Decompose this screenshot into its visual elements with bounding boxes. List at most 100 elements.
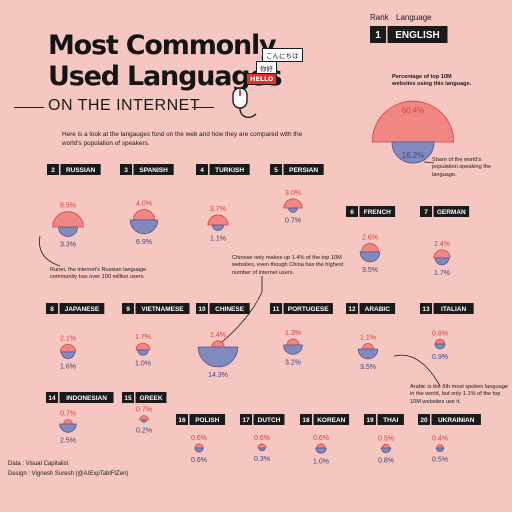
language-pair-arabic: 1.1% 3.5% bbox=[357, 334, 379, 371]
speakers-semicircle bbox=[380, 447, 392, 454]
language-box bbox=[135, 303, 190, 314]
speakers-label: 0.7% bbox=[285, 217, 301, 224]
language-badge-thai: 19 THAI bbox=[364, 414, 404, 425]
rank-number: 14 bbox=[48, 395, 56, 402]
footer-data-source: Data : Visual Capitalist bbox=[8, 461, 69, 467]
title-rule-left bbox=[14, 107, 44, 108]
web-share-label: 1.7% bbox=[135, 334, 151, 341]
language-pair-spanish: 4.0% 6.9% bbox=[129, 201, 159, 246]
rank-box bbox=[418, 414, 430, 425]
language-name: CHINESE bbox=[215, 306, 245, 313]
speakers-semicircle bbox=[60, 351, 76, 360]
rank-number: 18 bbox=[302, 417, 310, 424]
web-share-label: 2.6% bbox=[362, 235, 378, 242]
language-box bbox=[253, 414, 285, 425]
web-share-semicircle bbox=[211, 340, 225, 348]
web-share-semicircle bbox=[361, 243, 379, 253]
language-pair-indonesian: 0.7% 2.5% bbox=[59, 411, 77, 444]
rank-box bbox=[364, 414, 376, 425]
language-name: SPANISH bbox=[139, 167, 168, 174]
language-name: DUTCH bbox=[258, 417, 281, 424]
rank-box bbox=[240, 414, 252, 425]
rank-box bbox=[122, 392, 134, 403]
web-share-semicircle bbox=[381, 443, 391, 449]
speakers-semicircle bbox=[357, 348, 379, 360]
rank-number: 1 bbox=[375, 30, 381, 41]
web-share-label: 0.4% bbox=[432, 436, 448, 443]
speakers-label: 1.0% bbox=[313, 458, 329, 465]
language-name: VIETNAMESE bbox=[141, 306, 184, 313]
rank-box bbox=[196, 164, 208, 175]
language-header: Language bbox=[396, 13, 432, 22]
speakers-semicircle bbox=[197, 346, 239, 368]
title-line-2: Used Languages bbox=[48, 61, 283, 92]
rank-number: 10 bbox=[198, 306, 206, 313]
web-share-semicircle bbox=[286, 338, 300, 346]
rank-number: 6 bbox=[350, 209, 354, 216]
note-chinese: Chinese only makes up 1.4% of the top 10… bbox=[232, 255, 344, 276]
speakers-semicircle bbox=[58, 226, 78, 237]
language-box bbox=[189, 414, 226, 425]
language-name: RUSSIAN bbox=[66, 167, 96, 174]
language-badge-spanish: 3 SPANISH bbox=[120, 164, 174, 175]
language-box bbox=[135, 392, 167, 403]
language-name: THAI bbox=[383, 417, 398, 424]
language-pair-english: 60.4% 16.2% bbox=[371, 100, 455, 164]
speakers-label: 2.5% bbox=[60, 437, 76, 444]
web-share-label: 0.5% bbox=[378, 435, 394, 442]
title-rule-right bbox=[192, 107, 214, 108]
web-share-semicircle bbox=[52, 211, 84, 228]
web-share-label: 2.4% bbox=[434, 241, 450, 248]
web-share-semicircle bbox=[434, 338, 446, 345]
language-pair-turkish: 3.7% 1.1% bbox=[207, 206, 229, 243]
language-badge-greek: 15 GREEK bbox=[122, 392, 167, 403]
rank-number: 5 bbox=[274, 167, 278, 174]
language-name: PERSIAN bbox=[289, 167, 318, 174]
speakers-label: 14.3% bbox=[208, 372, 228, 379]
language-name: ARABIC bbox=[365, 306, 391, 313]
speakers-label: 0.3% bbox=[254, 456, 270, 463]
language-box bbox=[133, 164, 174, 175]
web-share-label: 0.8% bbox=[432, 330, 448, 337]
web-share-semicircle bbox=[362, 343, 374, 350]
arabic-note-arrow bbox=[393, 354, 441, 387]
language-badge-vietnamese: 9 VIETNAMESE bbox=[122, 303, 190, 314]
web-share-semicircle bbox=[194, 443, 204, 449]
language-name: GREEK bbox=[139, 395, 162, 402]
speakers-label: 0.8% bbox=[378, 458, 394, 465]
language-box bbox=[59, 303, 105, 314]
speakers-semicircle bbox=[359, 251, 381, 263]
rank-box bbox=[196, 303, 208, 314]
language-badge-ukrainian: 20 UKRAINIAN bbox=[418, 414, 481, 425]
speakers-label: 6.9% bbox=[136, 239, 152, 246]
web-share-semicircle bbox=[139, 415, 149, 421]
language-box bbox=[377, 414, 404, 425]
rank-box bbox=[420, 303, 432, 314]
speakers-label: 0.2% bbox=[136, 427, 152, 434]
web-share-semicircle bbox=[436, 444, 444, 449]
language-pair-french: 2.6% 3.5% bbox=[359, 235, 381, 274]
web-share-semicircle bbox=[433, 249, 451, 259]
web-share-semicircle bbox=[207, 214, 229, 226]
language-name: ENGLISH bbox=[395, 30, 439, 41]
rank-box bbox=[346, 303, 358, 314]
rank-box bbox=[270, 303, 282, 314]
rank-box bbox=[47, 164, 59, 175]
speakers-label: 0.9% bbox=[432, 354, 448, 361]
rank-number: 11 bbox=[273, 306, 280, 313]
speakers-label: 16.2% bbox=[402, 151, 425, 160]
computer-mouse-icon bbox=[232, 87, 257, 119]
web-share-label: 0.7% bbox=[60, 411, 76, 418]
speakers-semicircle bbox=[59, 423, 77, 433]
web-share-label: 1.1% bbox=[360, 334, 376, 341]
speakers-semicircle bbox=[288, 207, 298, 213]
web-share-label: 60.4% bbox=[402, 106, 425, 115]
rank-box bbox=[300, 414, 312, 425]
rank-box bbox=[346, 206, 358, 217]
language-pair-german: 2.4% 1.7% bbox=[433, 241, 451, 277]
note-arabic: Arabic is the 6th most spoken language i… bbox=[410, 384, 508, 405]
web-share-label: 8.5% bbox=[60, 203, 76, 210]
language-name: FRENCH bbox=[364, 209, 391, 216]
rank-number: 8 bbox=[50, 306, 54, 313]
